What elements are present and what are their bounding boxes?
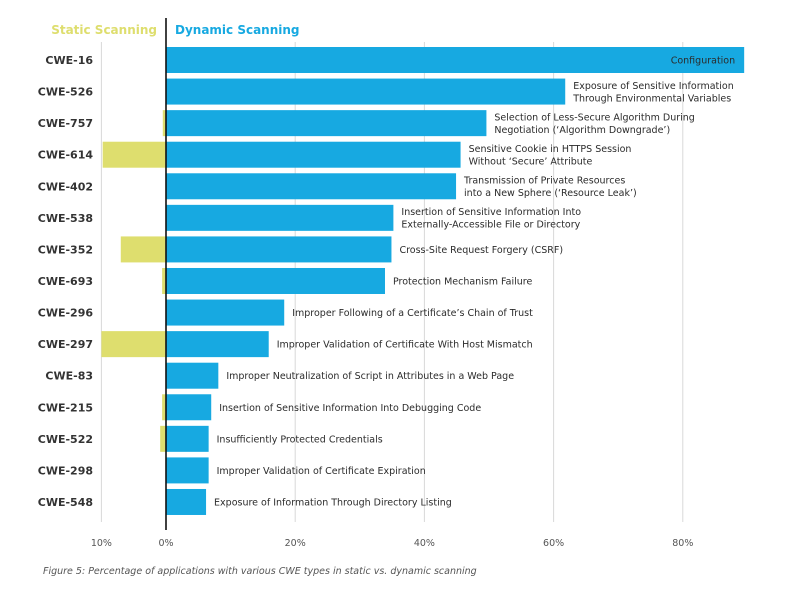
x-tick-label: 10% [91, 538, 112, 549]
dynamic-bar [166, 47, 745, 73]
cwe-label: CWE-298 [38, 464, 93, 477]
cwe-label: CWE-614 [38, 149, 94, 162]
dynamic-bar [166, 204, 394, 231]
x-tick-label: 80% [672, 538, 693, 549]
static-bar [162, 110, 166, 137]
cwe-label: CWE-296 [38, 307, 94, 320]
bar-description: Improper Validation of Certificate Expir… [217, 466, 426, 477]
bar-description: Transmission of Private Resources [463, 176, 625, 187]
cwe-label: CWE-548 [38, 496, 93, 509]
dynamic-bars [166, 47, 745, 515]
bar-description: Insufficiently Protected Credentials [217, 434, 383, 445]
legend-dynamic-label: Dynamic Scanning [175, 23, 300, 37]
x-tick-label: 60% [543, 538, 564, 549]
dynamic-bar [166, 362, 219, 389]
cwe-label: CWE-402 [38, 180, 93, 193]
static-bar [160, 425, 166, 452]
bar-description: Insertion of Sensitive Information Into [401, 207, 581, 218]
bar-description: Exposure of Information Through Director… [214, 497, 452, 508]
dynamic-bar [166, 331, 269, 358]
bar-description: Configuration [671, 56, 735, 67]
x-tick-label: 20% [285, 538, 306, 549]
bar-description: Sensitive Cookie in HTTPS Session [469, 144, 632, 155]
static-bar [102, 141, 166, 168]
dynamic-bar [166, 78, 566, 105]
bar-description: Selection of Less-Secure Algorithm Durin… [494, 112, 694, 123]
static-bar [101, 331, 166, 358]
dynamic-bar [166, 299, 285, 326]
dynamic-bar [166, 173, 457, 200]
bar-description: Without ‘Secure’ Attribute [469, 156, 593, 167]
bar-description: Protection Mechanism Failure [393, 276, 532, 287]
cwe-label: CWE-16 [45, 54, 93, 67]
cwe-label: CWE-693 [38, 275, 93, 288]
cwe-labels: CWE-16 CWE-526 CWE-757 CWE-614 CWE-402 CWE-53… [38, 54, 94, 509]
figure-caption: Figure 5: Percentage of applications wit… [43, 566, 477, 577]
static-bar [120, 236, 166, 263]
dynamic-bar [166, 110, 487, 137]
bar-description: Negotiation (‘Algorithm Downgrade’) [494, 125, 670, 136]
dynamic-bar [166, 488, 207, 515]
static-bar [162, 394, 166, 421]
bar-description: Exposure of Sensitive Information [573, 81, 734, 92]
dynamic-bar [166, 394, 212, 421]
bar-description: Improper Neutralization of Script in Att… [226, 371, 514, 382]
cwe-label: CWE-83 [45, 370, 93, 383]
cwe-label: CWE-215 [38, 401, 93, 414]
static-bar [162, 267, 166, 294]
bar-description: Improper Following of a Certificate’s Ch… [292, 308, 533, 319]
bar-descriptions: Configuration Exposure of Sensitive Infor… [214, 56, 735, 509]
cwe-label: CWE-297 [38, 338, 93, 351]
bar-description: Externally-Accessible File or Directory [401, 220, 580, 231]
bar-description: Improper Validation of Certificate With … [277, 340, 533, 351]
dynamic-bar [166, 141, 461, 168]
cwe-label: CWE-352 [38, 243, 93, 256]
bar-description: Through Environmental Variables [572, 93, 731, 104]
dynamic-bar [166, 457, 209, 484]
cwe-label: CWE-522 [38, 433, 93, 446]
legend: Static Scanning Dynamic Scanning [51, 23, 299, 37]
dynamic-bar [166, 267, 385, 294]
bar-description: into a New Sphere (‘Resource Leak’) [464, 188, 637, 199]
bar-description: Insertion of Sensitive Information Into … [219, 403, 481, 414]
dynamic-bar [166, 236, 392, 263]
cwe-label: CWE-538 [38, 212, 93, 225]
dynamic-bar [166, 425, 209, 452]
x-axis-ticks: 10% 0% 20% 40% 60% 80% [91, 538, 694, 549]
static-bars [101, 110, 166, 452]
bar-description: Cross-Site Request Forgery (CSRF) [399, 245, 563, 256]
x-tick-label: 40% [414, 538, 435, 549]
cwe-label: CWE-757 [38, 117, 93, 130]
x-tick-label: 0% [158, 538, 173, 549]
legend-static-label: Static Scanning [51, 23, 157, 37]
cwe-label: CWE-526 [38, 86, 94, 99]
